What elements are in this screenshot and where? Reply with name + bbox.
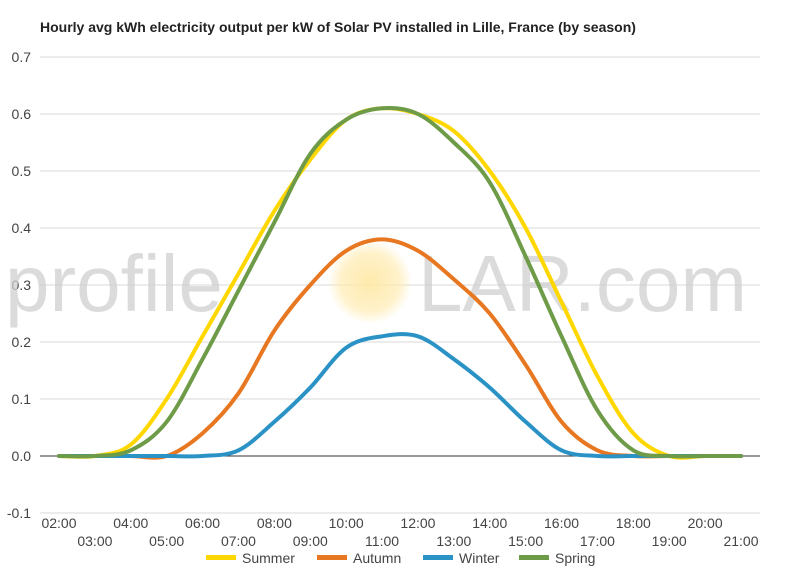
x-tick-label: 15:00 <box>508 533 543 549</box>
watermark-text-left: profile <box>5 239 223 328</box>
legend-item-summer: Summer <box>242 550 295 566</box>
x-tick-label: 03:00 <box>77 533 112 549</box>
series-line-spring <box>57 105 743 459</box>
x-tick-label: 11:00 <box>365 533 399 549</box>
x-tick-label: 20:00 <box>688 515 723 531</box>
series-lines <box>57 105 743 460</box>
x-tick-label: 07:00 <box>221 533 256 549</box>
legend: Summer Autumn Winter Spring <box>206 550 595 566</box>
x-tick-label: 12:00 <box>400 515 435 531</box>
y-tick-label: 0.1 <box>12 391 32 407</box>
watermark-sun-icon <box>328 240 412 324</box>
legend-item-autumn: Autumn <box>353 550 401 566</box>
x-tick-label: 04:00 <box>113 515 148 531</box>
x-tick-label: 18:00 <box>616 515 651 531</box>
legend-item-spring: Spring <box>555 550 595 566</box>
x-tick-label: 14:00 <box>472 515 507 531</box>
y-tick-label: 0.7 <box>12 49 32 65</box>
x-axis-ticks: 02:0003:0004:0005:0006:0007:0008:0009:00… <box>41 515 758 549</box>
x-tick-label: 19:00 <box>652 533 687 549</box>
x-tick-label: 21:00 <box>723 533 758 549</box>
legend-item-winter: Winter <box>459 550 500 566</box>
chart-title: Hourly avg kWh electricity output per kW… <box>40 19 636 35</box>
x-tick-label: 05:00 <box>149 533 184 549</box>
x-tick-label: 10:00 <box>329 515 364 531</box>
y-tick-label: 0.0 <box>12 448 32 464</box>
y-tick-label: -0.1 <box>7 505 31 521</box>
y-tick-label: 0.3 <box>12 277 32 293</box>
legend-swatch <box>423 555 453 560</box>
y-tick-label: 0.5 <box>12 163 32 179</box>
legend-swatch <box>317 555 347 560</box>
watermark: profile LAR.com <box>5 239 747 328</box>
y-tick-label: 0.6 <box>12 106 32 122</box>
x-tick-label: 02:00 <box>41 515 76 531</box>
series-line-winter <box>57 332 743 459</box>
y-axis-ticks: -0.1 0.0 0.1 0.2 0.3 0.4 0.5 0.6 0.7 <box>7 49 31 521</box>
x-tick-label: 13:00 <box>436 533 471 549</box>
x-tick-label: 16:00 <box>544 515 579 531</box>
y-tick-label: 0.4 <box>12 220 32 236</box>
x-tick-label: 17:00 <box>580 533 615 549</box>
x-tick-label: 06:00 <box>185 515 220 531</box>
x-tick-label: 09:00 <box>293 533 328 549</box>
legend-swatch <box>206 555 236 560</box>
watermark-text-right: LAR.com <box>418 239 747 328</box>
x-tick-label: 08:00 <box>257 515 292 531</box>
y-tick-label: 0.2 <box>12 334 32 350</box>
legend-swatch <box>519 555 549 560</box>
